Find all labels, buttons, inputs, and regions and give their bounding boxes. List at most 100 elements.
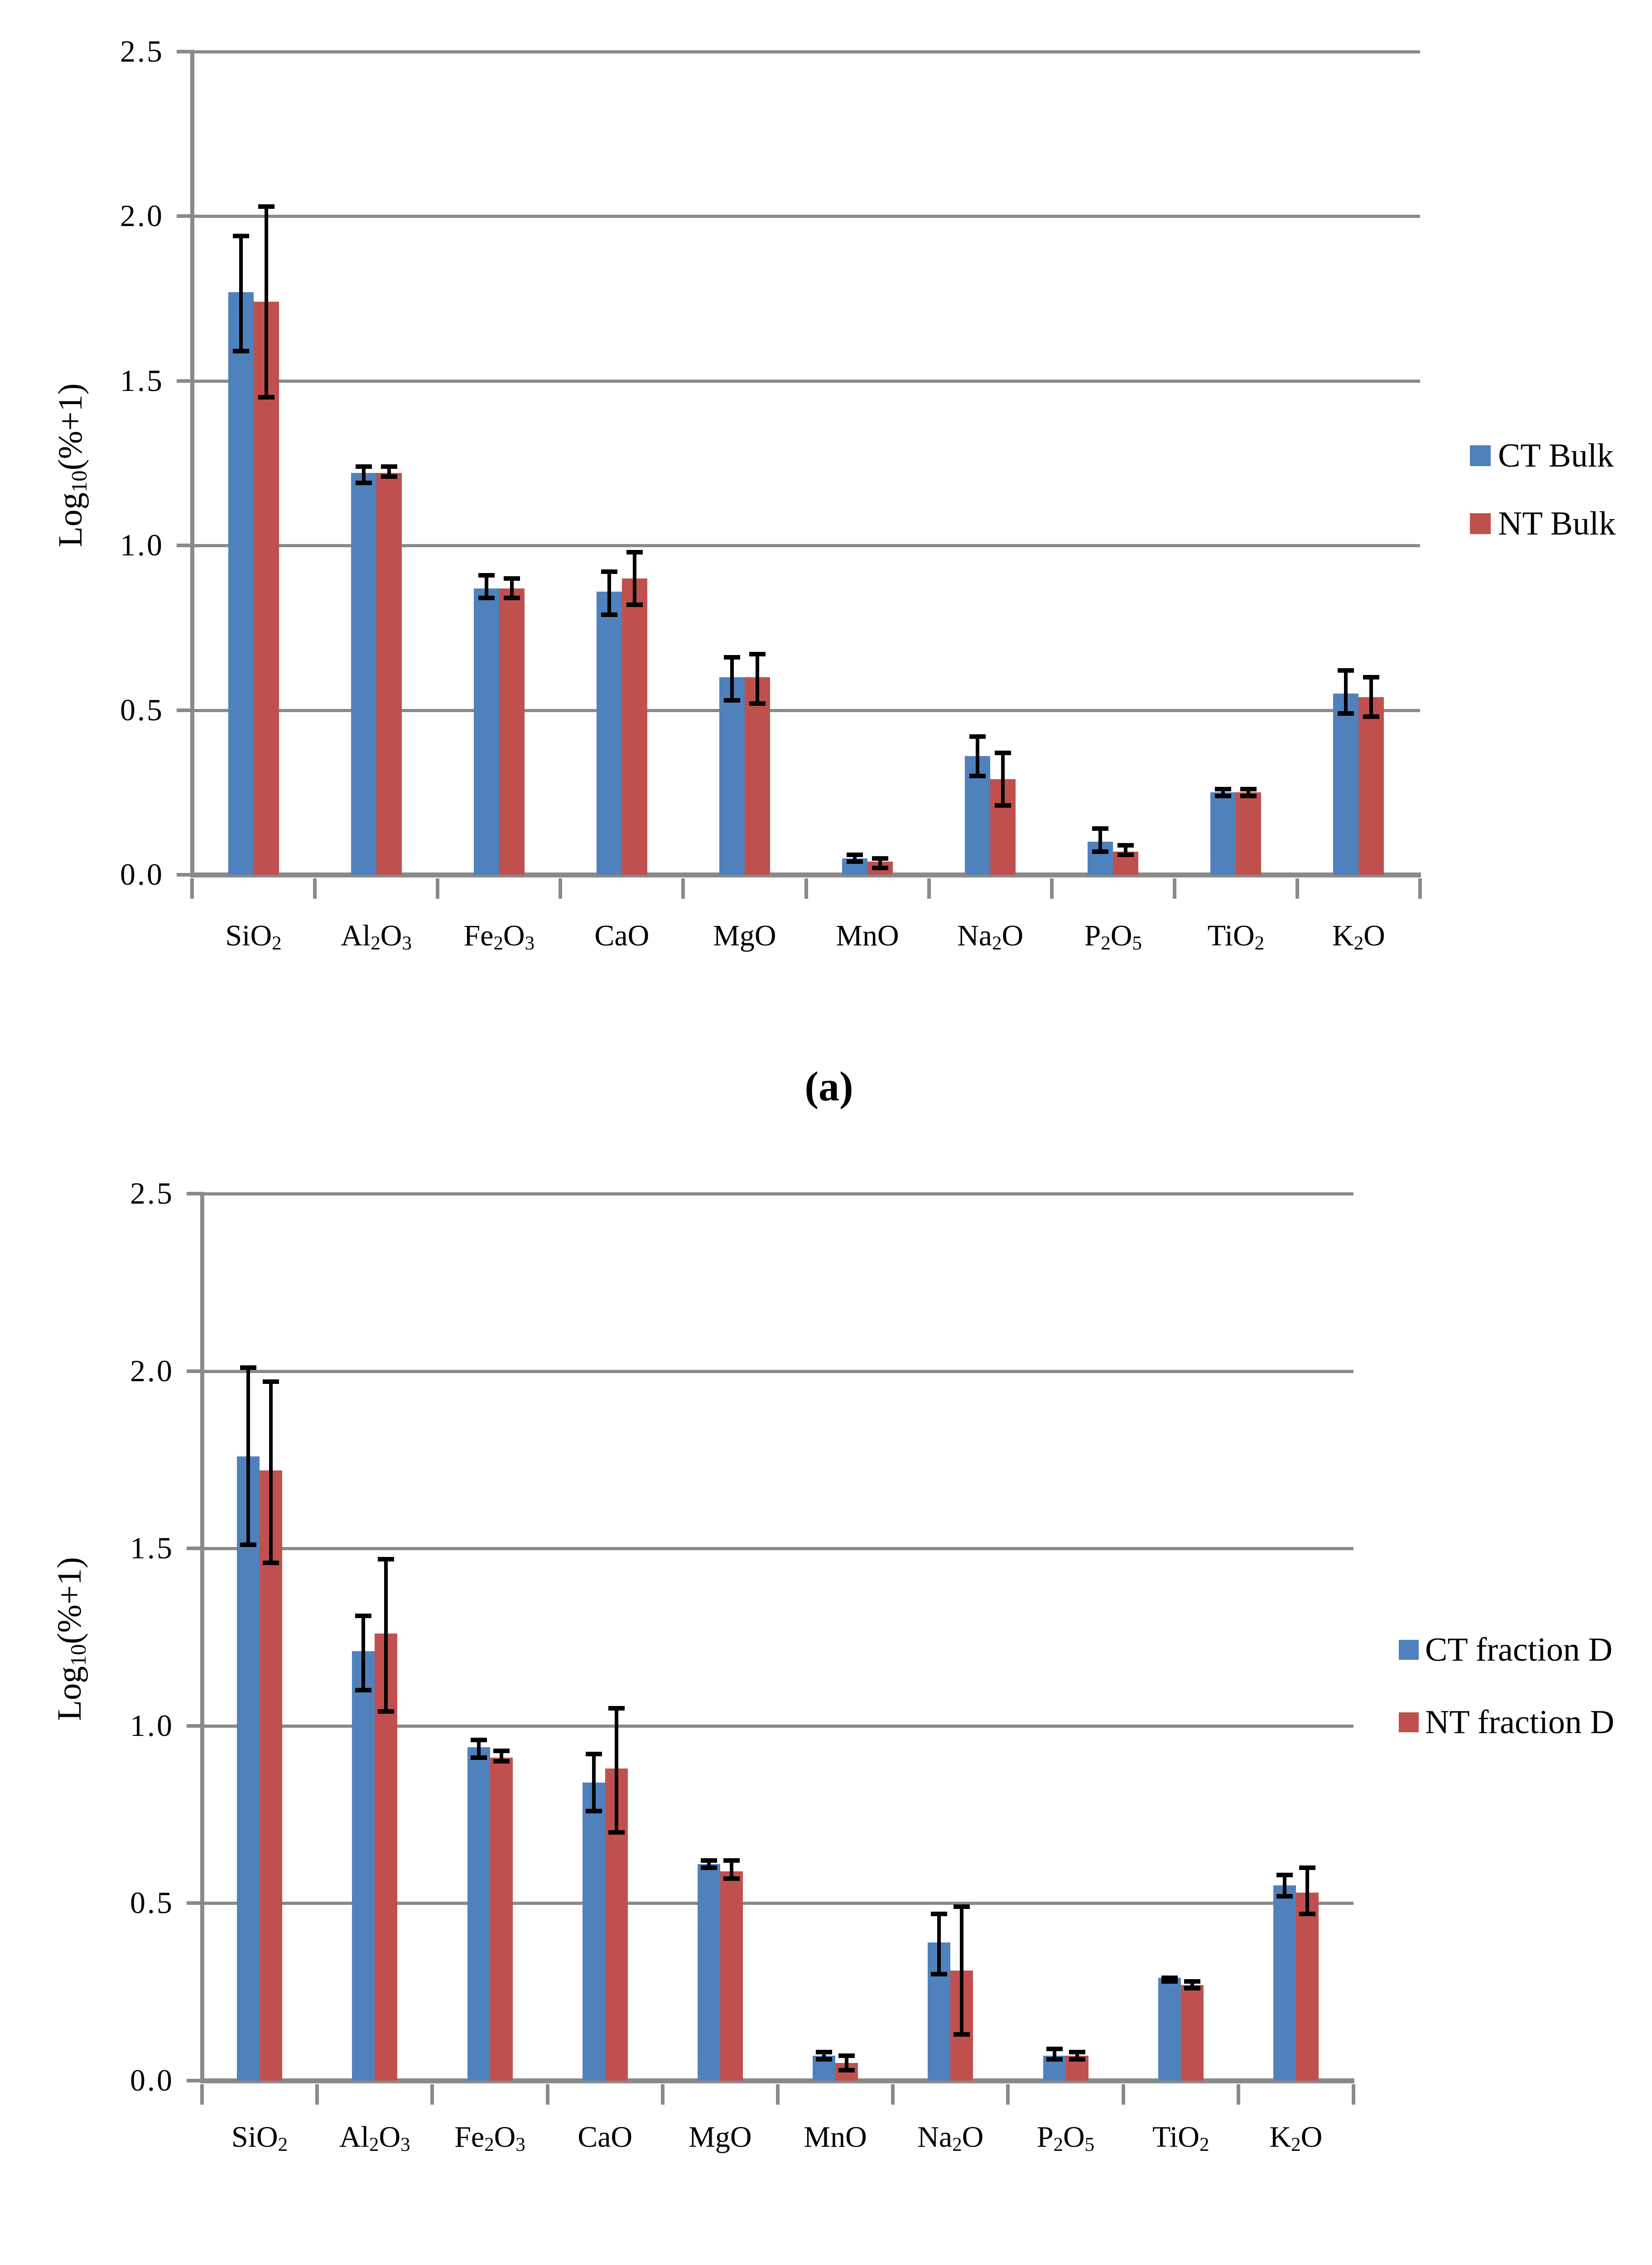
category-label-SiO2: SiO2	[192, 916, 315, 959]
y-tick	[177, 708, 190, 712]
error-bar-stem	[1221, 789, 1225, 796]
error-bar-stem	[632, 552, 636, 605]
error-bar-stem	[1344, 670, 1348, 713]
label-text: Na	[957, 919, 992, 952]
y-gridline	[202, 1724, 1353, 1728]
error-bar-cap-top	[240, 1365, 257, 1370]
y-tick	[177, 50, 190, 53]
label-text: K	[1269, 2120, 1291, 2154]
category-label-SiO2: SiO2	[202, 2118, 317, 2160]
label-subscript: 10	[67, 470, 92, 492]
x-tick	[315, 2084, 319, 2105]
y-gridline	[202, 1547, 1353, 1551]
bar-nt-K2O	[1296, 1892, 1319, 2081]
y-gridline	[192, 544, 1420, 548]
error-bar-cap-top	[954, 1904, 970, 1909]
error-bar-cap-top	[626, 549, 643, 554]
error-bar-cap-top	[723, 655, 740, 660]
label-text: O	[379, 2120, 401, 2154]
legend-swatch-nt	[1470, 513, 1491, 534]
error-bar-cap-top	[1240, 787, 1257, 792]
label-subscript: 2	[278, 2134, 288, 2156]
category-label-CaO: CaO	[560, 916, 683, 955]
y-gridline	[192, 215, 1420, 218]
label-text: SiO	[225, 919, 272, 952]
y-axis-line	[190, 50, 194, 877]
label-text: O	[503, 919, 525, 952]
label-subscript: 5	[1132, 933, 1142, 954]
label-text: P	[1036, 2120, 1054, 2154]
error-bar-cap-top	[258, 204, 275, 209]
label-text: (%+1)	[51, 1557, 88, 1644]
error-bar-cap-top	[995, 751, 1011, 756]
error-bar-cap-top	[380, 464, 397, 469]
label-text: SiO	[231, 2120, 278, 2154]
x-tick	[313, 878, 317, 899]
error-bar-cap-bottom	[232, 349, 249, 354]
error-bar-stem	[510, 578, 514, 598]
label-text: CaO	[578, 2120, 633, 2154]
y-gridline	[192, 50, 1420, 53]
error-bar-cap-top	[1299, 1865, 1315, 1870]
y-tick-label: 2.0	[130, 1353, 174, 1388]
x-tick	[660, 2084, 665, 2105]
x-tick	[1172, 878, 1176, 899]
error-bar-stem	[246, 1367, 250, 1545]
y-tick	[177, 214, 190, 218]
y-tick-label: 1.0	[120, 528, 164, 563]
bar-ct-SiO2	[228, 292, 254, 875]
label-text: K	[1332, 919, 1354, 952]
error-bar-stem	[1075, 2052, 1079, 2059]
error-bar-cap-top	[585, 1752, 602, 1757]
y-tick-label: 0.0	[120, 857, 164, 892]
x-tick	[190, 878, 194, 899]
y-tick-label: 2.5	[120, 34, 164, 68]
category-label-MnO: MnO	[778, 2118, 893, 2157]
error-bar-stem	[361, 1616, 366, 1691]
bar-nt-K2O	[1358, 697, 1384, 875]
error-bar-cap-bottom	[1117, 853, 1134, 858]
legend: CT Bulk NT Bulk	[1470, 434, 1652, 570]
label-subscript: 2	[484, 2134, 494, 2156]
error-bar-cap-bottom	[969, 773, 986, 778]
error-bar-stem	[1098, 829, 1103, 852]
label-subscript: 2	[1254, 933, 1265, 954]
error-bar-cap-bottom	[503, 596, 520, 601]
error-bar-cap-bottom	[263, 1560, 279, 1565]
error-bar-cap-bottom	[601, 612, 617, 617]
label-text: MnO	[804, 2120, 867, 2154]
error-bar-cap-top	[232, 234, 249, 238]
error-bar-cap-bottom	[608, 1830, 625, 1835]
label-text: TiO	[1207, 919, 1255, 952]
label-text: Al	[339, 2120, 369, 2154]
error-bar-stem	[614, 1708, 618, 1832]
error-bar-cap-top	[838, 2053, 855, 2058]
error-bar-stem	[264, 206, 268, 398]
bar-nt-MgO	[720, 1871, 743, 2081]
error-bar-stem	[730, 657, 734, 700]
error-bar-cap-top	[969, 734, 986, 739]
label-subscript: 3	[515, 2134, 525, 2156]
legend-row-nt: NT Bulk	[1470, 502, 1652, 545]
error-bar-cap-bottom	[478, 596, 495, 601]
error-bar-cap-top	[847, 853, 863, 858]
error-bar-stem	[1124, 845, 1128, 855]
legend-row-ct: CT Bulk	[1470, 434, 1652, 477]
label-text: (%+1)	[52, 383, 89, 470]
x-tick	[776, 2084, 780, 2105]
label-text: TiO	[1152, 2120, 1199, 2154]
x-tick	[430, 2084, 434, 2105]
error-bar-cap-top	[1117, 843, 1134, 848]
error-bar-cap-top	[503, 576, 520, 581]
category-label-TiO2: TiO2	[1123, 2118, 1238, 2160]
error-bar-stem	[845, 2056, 849, 2070]
error-bar-cap-top	[355, 464, 372, 469]
y-tick-label: 2.0	[120, 198, 164, 233]
bar-ct-K2O	[1273, 1885, 1296, 2081]
error-bar-cap-top	[378, 1557, 395, 1561]
label-text: O	[1363, 919, 1385, 952]
category-label-Fe2O3: Fe2O3	[438, 916, 560, 959]
label-text: Na	[917, 2120, 953, 2154]
error-bar-cap-top	[1363, 675, 1380, 680]
